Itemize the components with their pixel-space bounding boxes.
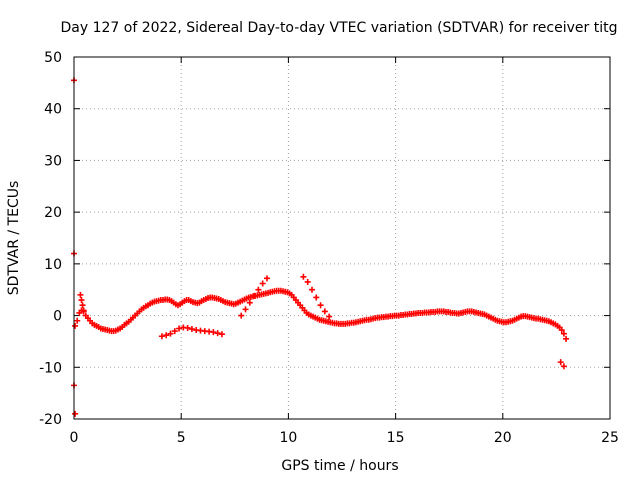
series-rise-10h	[300, 273, 333, 320]
y-tick-label: 50	[44, 50, 62, 66]
series-rise-9h	[238, 275, 270, 319]
data-point	[176, 325, 183, 332]
data-point	[167, 330, 174, 337]
y-tick-label: 20	[44, 205, 62, 221]
data-point	[560, 363, 567, 370]
data-point	[313, 294, 320, 301]
x-tick-label: 10	[279, 430, 297, 446]
y-tick-label: 10	[44, 257, 62, 273]
data-point	[158, 333, 165, 340]
y-tick-label: 40	[44, 102, 62, 118]
data-point	[188, 326, 195, 333]
x-tick-label: 5	[177, 430, 186, 446]
data-point	[78, 297, 85, 304]
series-low-arc	[158, 324, 225, 340]
y-axis-label: SDTVAR / TECUs	[6, 181, 22, 296]
data-point	[72, 410, 79, 417]
data-point	[242, 306, 249, 313]
data-point	[214, 330, 221, 337]
data-point	[321, 308, 328, 315]
data-point	[80, 307, 87, 314]
data-point	[317, 302, 324, 309]
data-points	[71, 77, 570, 417]
x-axis-label: GPS time / hours	[281, 458, 398, 474]
data-point	[171, 328, 178, 335]
data-point	[77, 291, 84, 298]
x-tick-label: 25	[601, 430, 619, 446]
data-point	[563, 335, 570, 342]
chart-title: Day 127 of 2022, Sidereal Day-to-day VTE…	[61, 20, 618, 36]
data-point	[263, 275, 270, 282]
series-early-cluster	[77, 291, 87, 314]
data-point	[557, 359, 564, 366]
data-point	[304, 278, 311, 285]
data-point	[218, 331, 225, 338]
y-tick-label: -10	[39, 360, 62, 376]
data-point	[238, 312, 245, 319]
series-isolated	[71, 77, 567, 417]
data-point	[251, 292, 258, 299]
x-tick-label: 20	[494, 430, 512, 446]
data-point	[210, 329, 217, 336]
data-point	[326, 313, 333, 320]
y-tick-label: -20	[39, 412, 62, 428]
data-point	[308, 286, 315, 293]
grid	[74, 57, 610, 419]
data-point	[79, 302, 86, 309]
x-tick-label: 0	[70, 430, 79, 446]
data-point	[163, 332, 170, 339]
data-point	[558, 327, 565, 334]
data-point	[246, 299, 253, 306]
data-point	[184, 324, 191, 331]
x-tick-label: 15	[387, 430, 405, 446]
plot-frame	[73, 56, 611, 420]
data-point	[255, 286, 262, 293]
data-point	[560, 330, 567, 337]
data-point	[72, 322, 79, 329]
data-point	[74, 317, 81, 324]
data-point	[259, 280, 266, 287]
y-tick-label: 30	[44, 153, 62, 169]
y-tick-label: 0	[53, 309, 62, 325]
series-main-track	[72, 287, 570, 342]
axis-ticks: 0 5 10 15 20 25 -20 -10 0 10 20 30 40 50	[39, 50, 619, 446]
data-point	[300, 273, 307, 280]
